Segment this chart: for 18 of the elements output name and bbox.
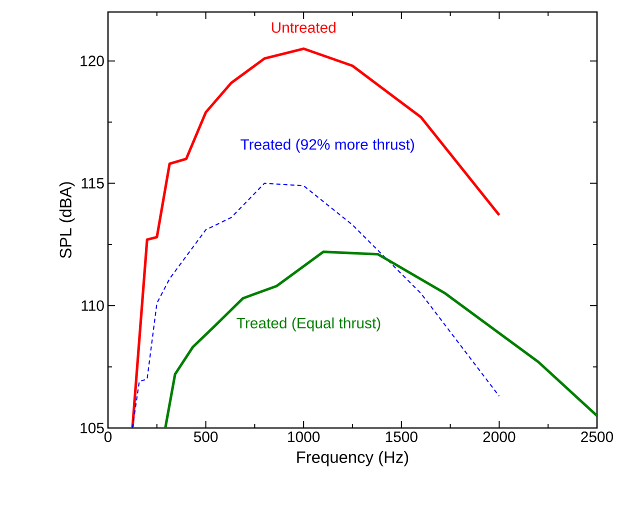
line-series [131,47,501,428]
y-tick-label: 105 [80,422,104,434]
x-tick-label: 500 [194,432,218,442]
x-tick-label: 2500 [581,432,614,442]
line-series [164,250,598,428]
series-label: Untreated [272,22,336,33]
x-tick-label: 0 [104,432,112,442]
line-series [132,182,500,428]
x-axis-title: Frequency (Hz) [297,450,408,466]
x-tick-label: 1000 [288,432,320,442]
x-tick-label: 2000 [483,432,516,442]
y-tick-label: 115 [82,178,104,188]
x-tick-label: 1500 [386,432,418,442]
series-label: Treated (Equal thrust) [236,317,380,332]
y-tick-label: 110 [82,300,104,311]
y-tick-label: 120 [80,56,104,66]
y-axis-title: SPL (dBA) [59,182,75,258]
text: Treated (92% more thrust) [240,138,414,153]
